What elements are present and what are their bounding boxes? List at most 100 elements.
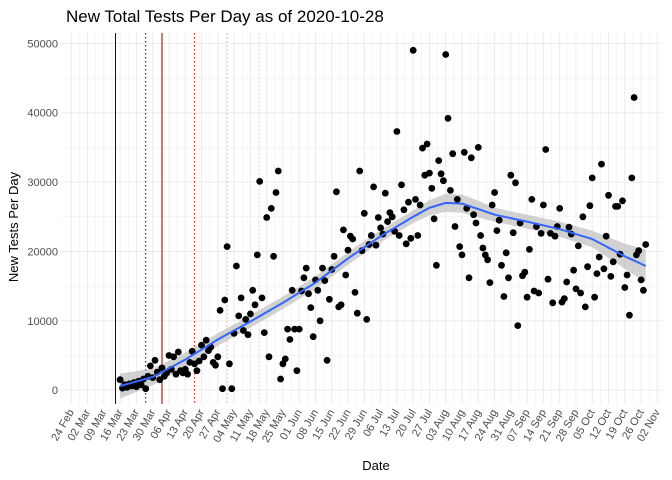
data-point (319, 264, 326, 272)
data-point (486, 279, 494, 286)
data-point (614, 203, 622, 210)
data-point (360, 209, 368, 217)
data-point (579, 213, 587, 221)
data-point (484, 256, 491, 264)
data-point (300, 274, 308, 282)
data-point (428, 184, 436, 192)
data-point (377, 224, 384, 232)
data-point (602, 232, 610, 240)
data-point (214, 353, 222, 361)
data-point (274, 167, 282, 175)
data-point (170, 353, 178, 361)
data-point (202, 336, 210, 344)
data-point (188, 347, 196, 355)
data-point (249, 286, 257, 294)
data-point (595, 253, 603, 261)
data-point (372, 241, 380, 249)
data-point (477, 232, 484, 239)
data-point (444, 114, 452, 122)
data-point (223, 243, 231, 251)
data-point (172, 370, 180, 378)
data-point (593, 270, 601, 277)
data-point (637, 276, 645, 284)
data-point (370, 183, 377, 191)
y-tick-label: 0 (52, 385, 58, 397)
data-point (284, 325, 291, 333)
data-point (195, 357, 203, 365)
data-point (228, 385, 236, 393)
data-point (247, 310, 254, 318)
data-point (414, 232, 422, 239)
data-point (340, 226, 347, 234)
data-point (609, 258, 617, 266)
data-point (333, 188, 340, 196)
data-point (147, 362, 154, 370)
data-point (233, 262, 240, 270)
data-point (235, 312, 243, 320)
data-point (384, 218, 391, 226)
data-point (479, 244, 487, 252)
data-point (560, 295, 568, 302)
data-point (198, 341, 205, 349)
data-point (353, 309, 361, 317)
event-lines (114, 33, 261, 404)
data-point (544, 275, 552, 283)
data-point (200, 353, 208, 361)
data-point (502, 249, 510, 257)
data-point (472, 219, 480, 227)
x-axis-title: Date (362, 458, 389, 473)
data-point (540, 201, 547, 209)
data-point (512, 179, 519, 187)
data-point (572, 285, 580, 293)
data-point (272, 189, 280, 196)
data-point (402, 240, 410, 248)
data-point (630, 94, 638, 101)
data-point (323, 356, 331, 364)
data-point (314, 286, 322, 294)
data-point (528, 196, 536, 203)
data-point (260, 329, 268, 336)
data-point (137, 381, 145, 388)
smooth-line (119, 201, 647, 387)
data-point (626, 311, 633, 319)
data-point (142, 385, 150, 393)
data-point (537, 230, 545, 237)
data-point (460, 148, 468, 156)
data-point (277, 375, 284, 383)
data-point (307, 304, 315, 311)
data-point (226, 360, 233, 368)
data-point (193, 367, 201, 375)
data-point (437, 170, 445, 178)
data-point (640, 286, 647, 294)
data-point (212, 361, 219, 369)
data-point (542, 146, 550, 153)
data-point (251, 301, 259, 309)
data-point (621, 284, 629, 291)
data-point (491, 189, 498, 196)
y-tick-label: 50000 (27, 38, 58, 50)
data-point (374, 214, 382, 221)
data-point (267, 205, 275, 212)
data-point (381, 189, 389, 197)
data-point (500, 293, 508, 300)
data-point (400, 206, 408, 214)
data-point (326, 295, 333, 303)
data-point (588, 174, 596, 182)
data-point (423, 140, 431, 148)
data-point (642, 241, 650, 248)
data-point (367, 232, 375, 239)
data-point (498, 261, 505, 269)
data-point (240, 327, 247, 334)
data-point (242, 316, 250, 323)
data-point (237, 294, 245, 302)
data-point (556, 205, 564, 212)
data-point (549, 299, 557, 307)
data-point (151, 356, 159, 364)
data-point (216, 307, 224, 314)
chart-title: New Total Tests Per Day as of 2020-10-28 (66, 7, 384, 26)
y-tick-label: 30000 (27, 177, 58, 189)
data-point (295, 325, 303, 333)
data-point (514, 322, 522, 329)
data-point (430, 215, 438, 223)
